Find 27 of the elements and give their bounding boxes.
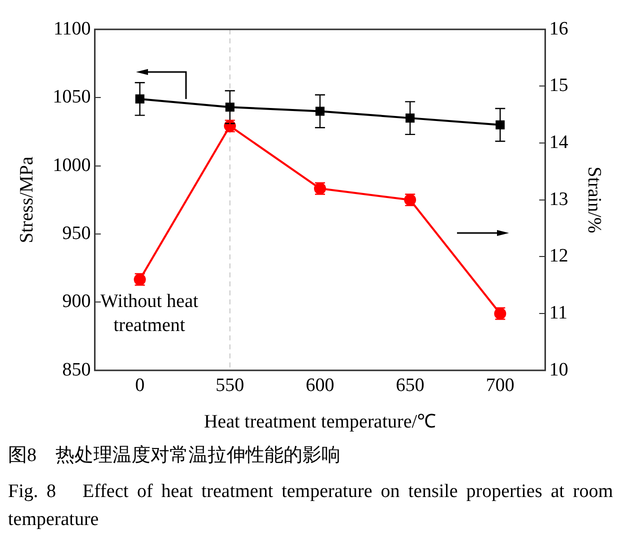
caption: Fig. 8 Effect of heat treatment temperature on tensile properties at room temperature xyxy=(8,480,613,532)
y-tick-label: 850 xyxy=(62,359,91,380)
x-tick-label: 600 xyxy=(306,374,334,396)
point xyxy=(225,102,234,112)
x-tick-label: 650 xyxy=(396,374,424,396)
y-tick-label: 900 xyxy=(62,291,91,312)
caption: 图8 热处理温度对常温拉伸性能的影响 xyxy=(8,444,342,468)
y2-tick-label: 14 xyxy=(549,132,569,154)
y2-tick-label: 15 xyxy=(549,75,568,96)
y-tick-label: 1000 xyxy=(52,154,91,176)
y2-tick-label: 10 xyxy=(549,359,568,380)
y2-tick-label: 11 xyxy=(549,302,568,324)
y2-axis-title: Strain/% xyxy=(584,166,605,234)
x-tick-label: 550 xyxy=(216,374,244,396)
y2-tick-label: 16 xyxy=(549,18,568,40)
y-axis-title: Stress/MPa xyxy=(16,156,38,244)
y2-tick-label: 13 xyxy=(549,188,568,210)
annotation: Without heat treatment xyxy=(99,290,200,338)
point xyxy=(315,106,325,116)
x-tick-label: 700 xyxy=(486,374,514,396)
y-tick-label: 950 xyxy=(62,222,91,244)
y-tick-label: 1050 xyxy=(52,86,91,108)
point xyxy=(406,114,415,123)
x-axis-title: Heat treatment temperature/℃ xyxy=(204,412,436,433)
y-tick-label: 1100 xyxy=(54,18,91,40)
x-tick-label: 0 xyxy=(135,374,145,396)
y2-tick-label: 12 xyxy=(549,246,568,267)
